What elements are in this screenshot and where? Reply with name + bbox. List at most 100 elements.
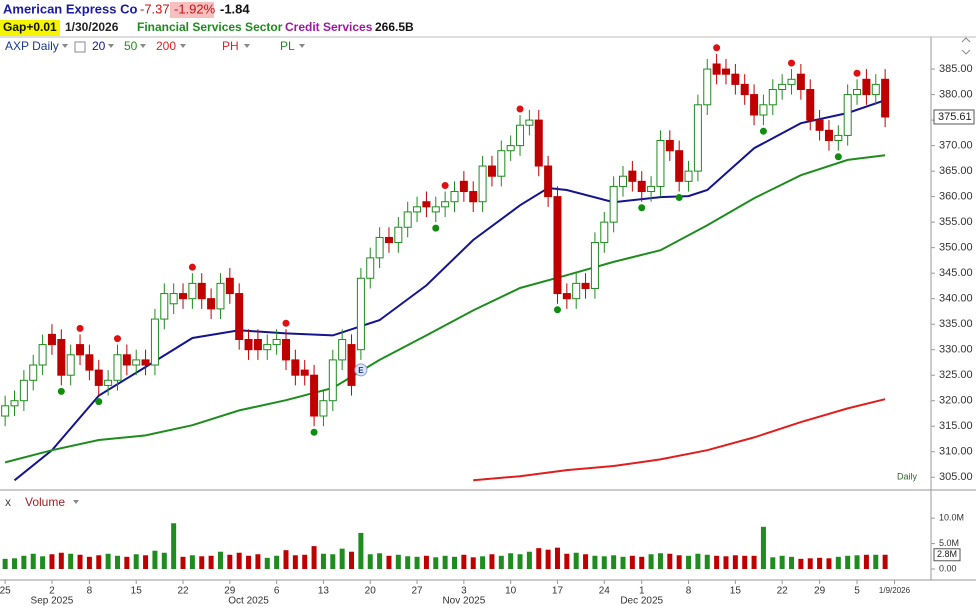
pivot-high: [853, 69, 861, 77]
candle-body: [366, 257, 375, 279]
x-tick-label: 22: [777, 586, 789, 597]
candle-body: [637, 180, 646, 193]
volume-bar: [789, 556, 795, 569]
candle-body: [19, 379, 28, 402]
moving-average: [473, 398, 886, 482]
candle-body: [450, 191, 459, 203]
x-tick-label: 1/9/2026: [879, 586, 911, 595]
candle-body: [647, 185, 656, 193]
date: 1/30/2026: [65, 20, 119, 34]
y-tick-label: 380.00: [939, 88, 973, 100]
volume-bar: [2, 558, 8, 569]
candle-body: [581, 282, 590, 289]
volume-bar: [526, 551, 532, 569]
company-name: American Express Co: [3, 1, 137, 16]
candle-body: [431, 206, 440, 213]
symbol-period[interactable]: AXP Daily: [5, 39, 59, 53]
y-tick-label: 320.00: [939, 395, 973, 407]
volume-bar: [611, 555, 617, 569]
industry[interactable]: Credit Services: [285, 20, 373, 34]
candle-body: [796, 73, 805, 90]
volume-bar: [292, 555, 298, 569]
x-tick-label: 2: [49, 586, 55, 597]
candle-body: [525, 119, 534, 126]
volume-bar: [601, 556, 607, 569]
volume-bar: [882, 554, 888, 569]
volume-bar: [835, 556, 841, 569]
volume-bar: [58, 552, 64, 569]
candle-body: [375, 236, 384, 259]
candle-body: [394, 226, 403, 244]
dropdown-arrow[interactable]: [244, 44, 250, 48]
volume-bar: [714, 555, 720, 569]
volume-bar: [68, 553, 74, 569]
y-tick-label: 325.00: [939, 369, 973, 381]
close-volume[interactable]: x: [5, 495, 11, 509]
dropdown-arrow[interactable]: [299, 44, 305, 48]
x-tick-label: 8: [87, 586, 93, 597]
volume-bar: [133, 554, 139, 569]
y-tick-label: 385.00: [939, 63, 973, 75]
gap: Gap+0.01: [3, 20, 57, 34]
sector[interactable]: Financial Services Sector: [137, 20, 283, 34]
volume-bar: [330, 554, 336, 569]
volume-bar: [845, 555, 851, 569]
pivot-low: [834, 153, 842, 161]
volume-bar: [199, 556, 205, 569]
ma-button[interactable]: 20: [92, 39, 106, 53]
candle-body: [693, 104, 702, 172]
candle-body: [207, 298, 216, 310]
dropdown-arrow[interactable]: [140, 44, 146, 48]
candle-body: [619, 175, 628, 187]
volume-bar: [49, 554, 55, 569]
volume-bar: [489, 554, 495, 569]
pct-background: [170, 2, 214, 18]
pivot-low: [675, 194, 683, 202]
volume-bar: [798, 558, 804, 569]
volume-bar: [779, 555, 785, 569]
candle-body: [85, 354, 94, 371]
volume-bar: [723, 556, 729, 569]
dropdown-arrow[interactable]: [180, 44, 186, 48]
candle-body: [544, 165, 553, 198]
candle-body: [179, 293, 188, 300]
volume-bar: [461, 554, 467, 569]
pivot-low: [95, 398, 103, 406]
pivot-high: [713, 44, 721, 52]
candle-body: [122, 354, 131, 366]
volume-bar: [349, 551, 355, 569]
ph-button[interactable]: PH: [222, 39, 239, 53]
last-volume-box: [933, 548, 961, 562]
volume-bar: [255, 554, 261, 569]
dropdown-arrow[interactable]: [108, 44, 114, 48]
dropdown-arrow[interactable]: [73, 500, 79, 504]
candle-body: [590, 242, 599, 289]
candle-body: [656, 140, 665, 187]
candle-body: [824, 129, 833, 142]
volume-bar: [657, 553, 663, 569]
volume-bar: [517, 554, 523, 569]
volume-bar: [180, 556, 186, 569]
grid-icon[interactable]: [74, 41, 86, 53]
pl-button[interactable]: PL: [280, 39, 295, 53]
x-tick-label: 29: [814, 586, 826, 597]
volume-bar: [620, 556, 626, 569]
period-label: Daily: [897, 471, 918, 481]
candle-body: [76, 344, 85, 356]
candle-body: [141, 359, 150, 366]
candle-body: [403, 211, 412, 228]
volume-bar: [161, 552, 167, 569]
y-tick-label: 350.00: [939, 242, 973, 254]
scroll-icon[interactable]: [961, 37, 971, 55]
x-tick-label: 20: [365, 586, 377, 597]
ma-button[interactable]: 200: [156, 39, 176, 53]
x-tick-label: 17: [552, 586, 564, 597]
volume-bar: [208, 555, 214, 569]
candle-body: [628, 170, 637, 182]
dropdown-arrow[interactable]: [62, 44, 68, 48]
volume-bar: [554, 547, 560, 569]
volume-bar: [686, 555, 692, 569]
ma-button[interactable]: 50: [124, 39, 138, 53]
candle-body: [310, 374, 319, 417]
pivot-low: [57, 387, 65, 395]
